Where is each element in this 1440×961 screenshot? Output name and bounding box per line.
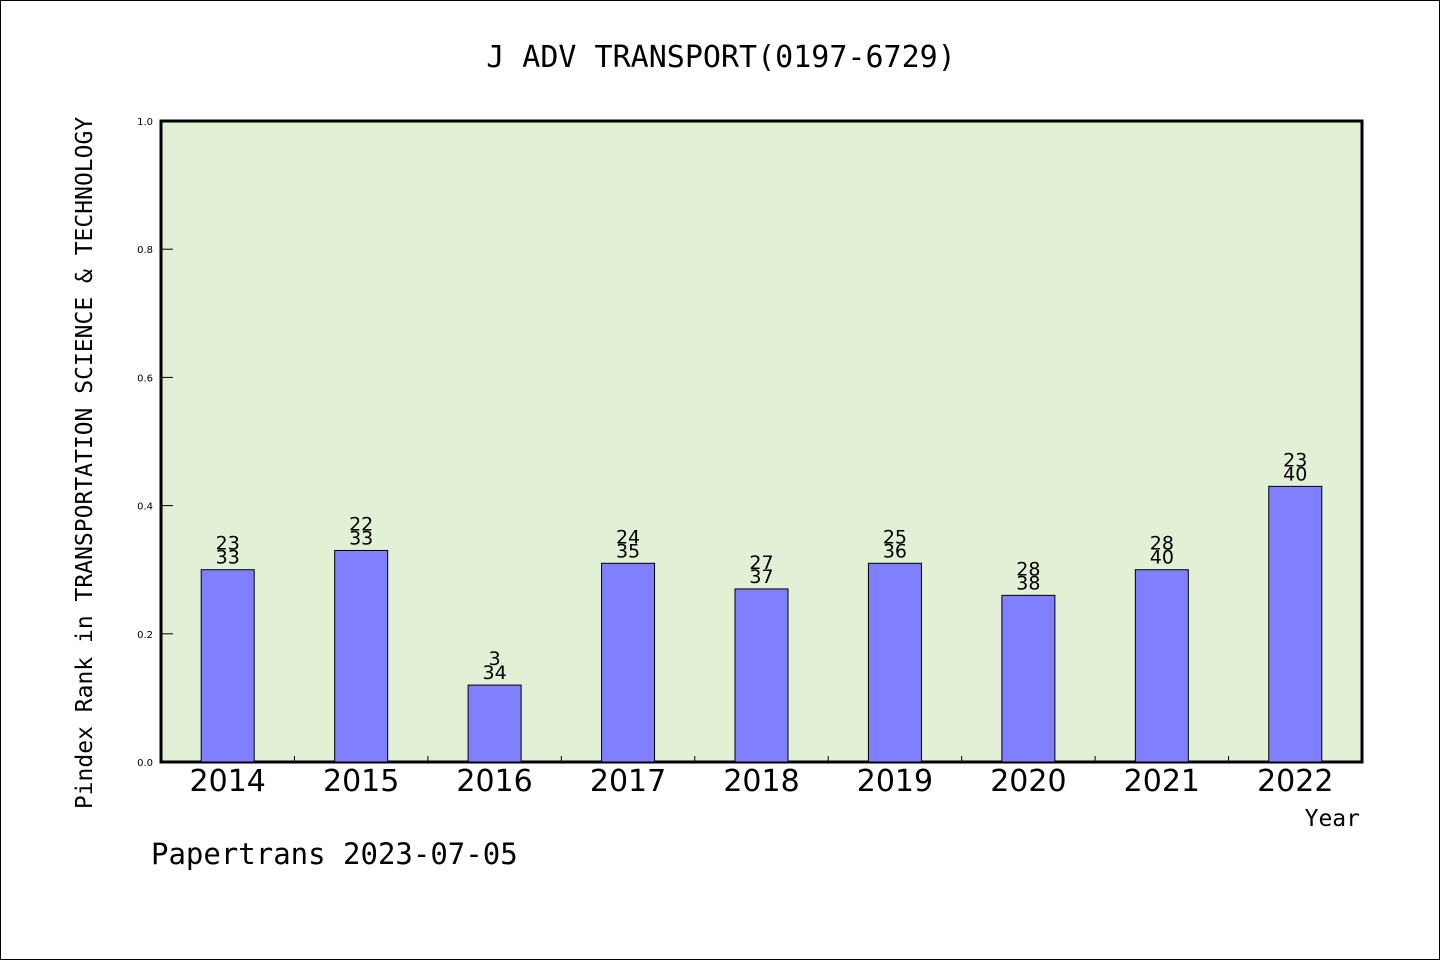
bar-rank-label: 28: [1150, 533, 1174, 555]
bar-2016: [467, 684, 522, 763]
bar-2017: [601, 562, 656, 763]
x-tick-label: 2021: [1124, 764, 1200, 799]
bar-rank-label: 25: [883, 526, 907, 548]
x-tick-label: 2022: [1257, 764, 1333, 799]
x-tick-label: 2020: [990, 764, 1066, 799]
chart-title: J ADV TRANSPORT(0197-6729): [486, 40, 956, 75]
x-axis-ticks: 2014 2015 2016 2017 2018 2019 2020 2021 2022: [190, 756, 1333, 799]
y-axis-label: Pindex Rank in TRANSPORTATION SCIENCE & …: [72, 117, 98, 810]
bar-rank-label: 3: [489, 648, 501, 670]
y-axis-ticks: 0.0 0.2 0.4 0.6 0.8 1.0: [137, 117, 173, 769]
y-tick-label: 1.0: [137, 117, 153, 128]
bar-total-label: 40: [1150, 547, 1174, 569]
bar-rank-label: 23: [216, 533, 240, 555]
x-tick-label: 2019: [857, 764, 933, 799]
bar-rank-label: 27: [749, 552, 773, 574]
y-tick-label: 0.6: [137, 373, 153, 384]
x-tick-label: 2018: [723, 764, 799, 799]
bar-total-label: 38: [1016, 572, 1040, 594]
bar-total-label: 34: [483, 662, 507, 684]
y-tick-label: 0.0: [137, 758, 153, 769]
bar-2015: [334, 549, 389, 763]
bar-total-label: 33: [216, 547, 240, 569]
x-tick-label: 2014: [190, 764, 266, 799]
x-tick-label: 2015: [323, 764, 399, 799]
bar-series: [200, 485, 1323, 763]
bar-rank-label: 28: [1016, 558, 1040, 580]
bar-total-label: 35: [616, 540, 640, 562]
bar-2014: [200, 569, 255, 763]
footer-credit: Papertrans 2023-07-05: [151, 837, 518, 871]
bar-2022: [1268, 485, 1323, 763]
y-tick-label: 0.8: [137, 245, 153, 256]
bar-total-label: 37: [749, 566, 773, 588]
bar-rank-label: 24: [616, 526, 640, 548]
x-tick-label: 2016: [456, 764, 532, 799]
bar-2018: [734, 588, 789, 763]
bar-rank-label: 23: [1283, 449, 1307, 471]
bar-2021: [1134, 569, 1189, 763]
y-tick-label: 0.2: [137, 630, 153, 641]
bar-2020: [1001, 594, 1056, 763]
y-tick-label: 0.4: [137, 502, 153, 513]
bar-total-label: 40: [1283, 463, 1307, 485]
x-tick-label: 2017: [590, 764, 666, 799]
bar-2019: [867, 562, 922, 763]
bar-total-label: 36: [883, 540, 907, 562]
bar-total-label: 33: [349, 527, 373, 549]
bar-rank-label: 22: [349, 513, 373, 535]
x-axis-label: Year: [1305, 806, 1360, 832]
